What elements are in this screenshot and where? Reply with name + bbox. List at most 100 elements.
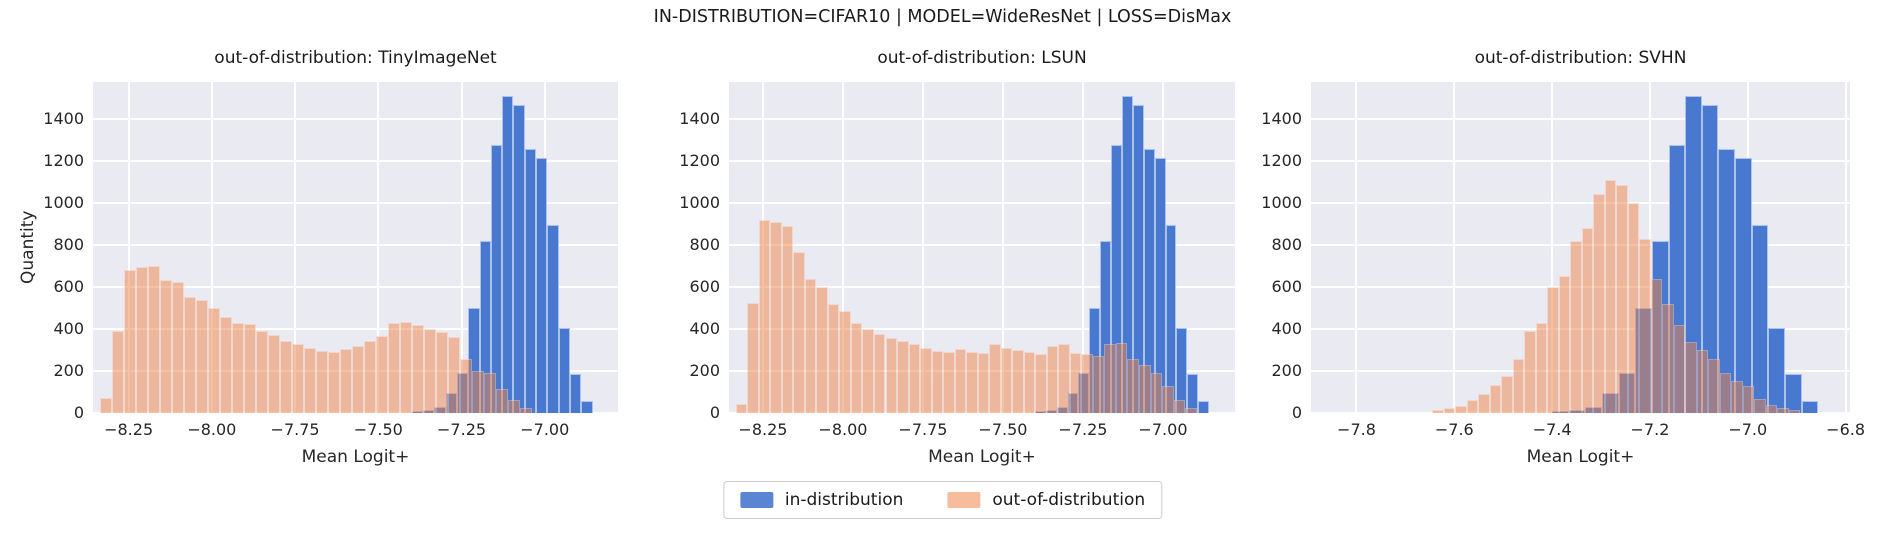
- histogram-bar-out-of-distribution: [1777, 407, 1789, 413]
- histogram-bar-out-of-distribution: [793, 252, 805, 413]
- histogram-bar-in-distribution: [570, 374, 582, 413]
- histogram-bar-out-of-distribution: [1466, 400, 1479, 413]
- histogram-bar-out-of-distribution: [495, 388, 508, 413]
- histogram-bar-out-of-distribution: [1092, 356, 1105, 413]
- histogram-bar-out-of-distribution: [1765, 404, 1778, 413]
- y-tick-label: 0: [73, 403, 84, 422]
- histogram-bar-out-of-distribution: [483, 373, 496, 413]
- histogram-bar-out-of-distribution: [220, 317, 233, 413]
- histogram-bar-out-of-distribution: [447, 337, 460, 413]
- histogram-bar-out-of-distribution: [781, 225, 794, 413]
- histogram-bar-out-of-distribution: [1478, 394, 1490, 413]
- x-tick-label: −7.25: [1058, 420, 1108, 439]
- gridline: [93, 243, 618, 246]
- y-tick-label: 1200: [43, 150, 84, 170]
- histogram-bar-out-of-distribution: [1023, 352, 1036, 413]
- y-tick-label: 600: [1271, 276, 1302, 296]
- histogram-bar-out-of-distribution: [328, 352, 341, 413]
- y-tick-label: 400: [689, 318, 720, 338]
- histogram-bar-in-distribution: [1100, 240, 1112, 413]
- histogram-bar-out-of-distribution: [387, 322, 400, 413]
- histogram-bar-out-of-distribution: [1058, 343, 1070, 413]
- histogram-bar-out-of-distribution: [839, 311, 851, 413]
- histogram-bar-in-distribution: [1122, 95, 1133, 413]
- histogram-bar-out-of-distribution: [256, 331, 269, 413]
- histogram-bar-in-distribution: [1165, 224, 1177, 413]
- histogram-bar-out-of-distribution: [1535, 322, 1548, 413]
- histogram-bar-in-distribution: [1784, 374, 1802, 413]
- histogram-bar-in-distribution: [1685, 95, 1702, 413]
- y-tick-label: 0: [709, 403, 720, 422]
- histogram-bar-out-of-distribution: [363, 340, 376, 413]
- histogram-bar-out-of-distribution: [1443, 407, 1456, 413]
- histogram-bar-out-of-distribution: [885, 338, 898, 413]
- histogram-bar-out-of-distribution: [1558, 276, 1571, 413]
- x-tick-label: −8.00: [187, 420, 237, 439]
- x-tick-label: −7.8: [1337, 420, 1376, 439]
- y-tick-label: 800: [1271, 234, 1302, 254]
- gridline: [921, 82, 924, 413]
- subplot-title: out-of-distribution: SVHN: [1474, 48, 1687, 68]
- y-tick-label: 400: [1271, 318, 1302, 338]
- x-tick-label: −7.6: [1434, 420, 1474, 439]
- y-tick-label: 1000: [679, 192, 720, 212]
- histogram-bar-out-of-distribution: [375, 336, 388, 413]
- histogram-bar-out-of-distribution: [1731, 381, 1743, 413]
- subplot-title: out-of-distribution: TinyImageNet: [214, 48, 497, 68]
- x-tick-label: −8.25: [738, 420, 788, 439]
- y-tick-label: 1200: [1261, 150, 1302, 170]
- y-tick-label: 800: [53, 234, 84, 254]
- x-tick-label: −7.50: [353, 420, 403, 439]
- gridline: [729, 159, 1235, 162]
- y-tick-label: 400: [53, 318, 84, 338]
- legend-swatch-in-distribution: [739, 492, 773, 508]
- histogram-bar-out-of-distribution: [268, 335, 281, 413]
- histogram-bar-out-of-distribution: [184, 297, 197, 413]
- histogram-bar-out-of-distribution: [873, 334, 886, 413]
- histogram-bar-out-of-distribution: [112, 331, 125, 413]
- gridline: [729, 201, 1235, 204]
- histogram-bar-out-of-distribution: [1719, 373, 1732, 413]
- subplot-title: out-of-distribution: LSUN: [877, 48, 1087, 68]
- y-tick-label: 200: [53, 360, 84, 380]
- histogram-bar-out-of-distribution: [148, 265, 161, 413]
- histogram-bar-in-distribution: [479, 240, 491, 413]
- histogram-bar-in-distribution: [1187, 374, 1199, 413]
- histogram-bar-out-of-distribution: [280, 340, 293, 413]
- histogram-bar-out-of-distribution: [1708, 359, 1720, 413]
- histogram-bar-out-of-distribution: [1673, 324, 1686, 413]
- histogram-bar-in-distribution: [1143, 149, 1155, 413]
- histogram-bar-in-distribution: [1176, 327, 1188, 413]
- y-tick-label: 0: [1291, 403, 1302, 422]
- figure-title: IN-DISTRIBUTION=CIFAR10 | MODEL=WideResN…: [653, 7, 1232, 27]
- gridline: [93, 285, 618, 288]
- histogram-bar-out-of-distribution: [977, 353, 990, 413]
- histogram-bar-out-of-distribution: [1685, 341, 1697, 413]
- histogram-bar-out-of-distribution: [816, 286, 828, 413]
- histogram-bar-out-of-distribution: [908, 343, 921, 413]
- y-tick-label: 200: [689, 360, 720, 380]
- x-tick-label: −7.25: [437, 420, 487, 439]
- histogram-bar-out-of-distribution: [411, 324, 424, 413]
- histogram-bar-out-of-distribution: [124, 270, 137, 413]
- legend-item-in-distribution: in-distribution: [739, 490, 903, 510]
- histogram-bar-out-of-distribution: [1742, 385, 1755, 413]
- histogram-bar-out-of-distribution: [1570, 240, 1582, 413]
- gridline: [1844, 82, 1847, 413]
- x-axis-label: Mean Logit+: [301, 447, 410, 467]
- histogram-bar-in-distribution: [1751, 224, 1769, 413]
- x-tick-label: −7.0: [1728, 420, 1768, 439]
- histogram-bar-out-of-distribution: [399, 321, 412, 413]
- histogram-bar-out-of-distribution: [172, 281, 185, 413]
- histogram-bar-out-of-distribution: [136, 266, 149, 413]
- histogram-bar-out-of-distribution: [1069, 353, 1082, 413]
- histogram-bar-out-of-distribution: [352, 345, 364, 413]
- histogram-bar-in-distribution: [1154, 157, 1166, 413]
- x-tick-label: −7.75: [270, 420, 320, 439]
- histogram-bar-out-of-distribution: [244, 323, 257, 413]
- histogram-bar-out-of-distribution: [507, 400, 520, 413]
- histogram-bar-out-of-distribution: [1035, 354, 1047, 413]
- gridline: [729, 285, 1235, 288]
- histogram-bar-out-of-distribution: [1788, 409, 1801, 413]
- histogram-bar-out-of-distribution: [435, 332, 448, 413]
